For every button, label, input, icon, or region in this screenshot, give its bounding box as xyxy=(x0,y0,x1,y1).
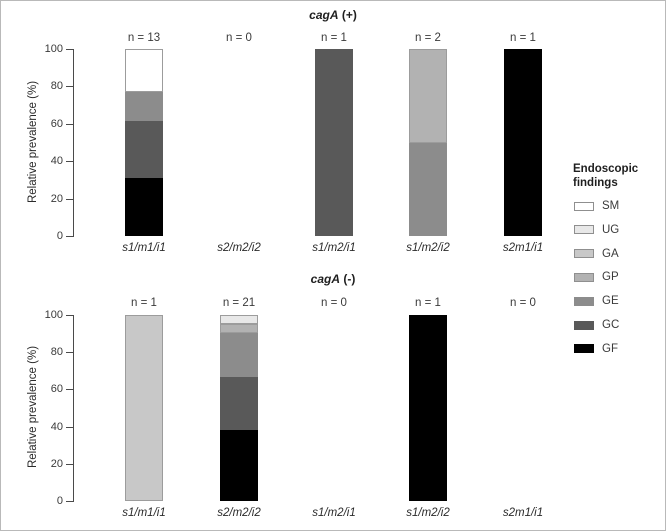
chart-title-gene: cagA xyxy=(310,272,340,286)
y-tick xyxy=(66,463,73,465)
n-count-label: n = 1 xyxy=(321,32,347,44)
legend-item-GP: GP xyxy=(574,269,619,285)
bar-segment-UG xyxy=(220,315,258,324)
legend-label-SM: SM xyxy=(602,200,620,212)
category-label: s2m1/i1 xyxy=(502,507,544,519)
legend-swatch-GF xyxy=(574,344,594,354)
bar-segment-GF xyxy=(504,49,542,236)
legend-label-GF: GF xyxy=(602,342,618,355)
y-tick xyxy=(66,86,73,88)
legend-item-GF: GF xyxy=(574,341,618,357)
y-tick-label: 60 xyxy=(50,383,63,396)
bar-segment-GE xyxy=(409,142,447,236)
legend-item-GC: GC xyxy=(574,317,619,333)
category-label: s1/m1/i1 xyxy=(122,242,166,254)
y-tick-label: 60 xyxy=(50,117,63,130)
n-count-label: n = 0 xyxy=(321,297,347,309)
category-label: s1/m2/i2 xyxy=(406,242,450,254)
y-axis-line xyxy=(73,315,74,502)
n-count-label: n = 2 xyxy=(415,32,441,44)
legend-label-GP: GP xyxy=(602,271,619,284)
legend-label-GE: GE xyxy=(602,295,619,308)
legend-title: Endoscopic findings xyxy=(573,162,638,190)
y-tick-label: 100 xyxy=(44,309,63,321)
y-tick-label: 40 xyxy=(50,420,63,433)
bar-segment-SM xyxy=(125,49,163,93)
y-tick xyxy=(66,236,73,237)
legend-title-line1: Endoscopic xyxy=(573,163,639,175)
legend-label-GA: GA xyxy=(602,247,619,260)
category-label: s2/m2/i2 xyxy=(217,507,261,519)
category-label: s1/m2/i1 xyxy=(312,507,356,519)
legend-swatch-GP xyxy=(574,272,594,282)
legend-item-SM: SM xyxy=(574,198,619,214)
n-count-label: n = 21 xyxy=(222,297,256,309)
legend-label-UG: UG xyxy=(602,223,620,236)
bar-segment-GF xyxy=(125,178,163,236)
y-tick-label: 100 xyxy=(44,43,63,55)
legend-title-line2: findings xyxy=(573,177,618,189)
legend-item-UG: UG xyxy=(574,222,619,238)
chart-title: cagA (-) xyxy=(73,272,593,286)
bar-segment-GE xyxy=(125,92,163,121)
n-count-label: n = 1 xyxy=(415,297,441,309)
y-tick-label: 20 xyxy=(50,457,63,470)
bar-segment-GF xyxy=(220,430,258,501)
bar-segment-GC xyxy=(125,120,163,179)
legend-item-GA: GA xyxy=(574,246,619,262)
y-tick xyxy=(66,198,73,200)
bar-segment-GC xyxy=(315,49,353,236)
y-tick xyxy=(66,161,73,163)
y-tick-label: 0 xyxy=(56,495,63,507)
y-tick xyxy=(66,352,73,354)
chart-title: cagA (+) xyxy=(73,8,593,22)
bar-segment-GP xyxy=(220,323,258,333)
y-tick-label: 20 xyxy=(50,192,63,205)
category-label: s1/m2/i1 xyxy=(312,242,356,254)
n-count-label: n = 0 xyxy=(226,32,252,44)
category-label: s2m1/i1 xyxy=(502,242,544,254)
chart-title-sign: (+) xyxy=(338,8,357,22)
n-count-label: n = 13 xyxy=(127,32,161,44)
category-label: s2/m2/i2 xyxy=(217,242,261,254)
legend-swatch-SM xyxy=(574,201,594,211)
y-tick xyxy=(66,501,73,502)
y-tick xyxy=(66,49,73,50)
chart-title-sign: (-) xyxy=(340,272,356,286)
n-count-label: n = 1 xyxy=(510,32,536,44)
bar-segment-GC xyxy=(220,376,258,431)
y-tick-label: 80 xyxy=(50,346,63,359)
category-label: s1/m1/i1 xyxy=(122,507,166,519)
bar-segment-GA xyxy=(125,315,163,501)
category-label: s1/m2/i2 xyxy=(406,507,450,519)
y-tick xyxy=(66,389,73,391)
legend-item-GE: GE xyxy=(574,293,619,309)
y-tick-label: 0 xyxy=(56,230,63,242)
n-count-label: n = 0 xyxy=(510,297,536,309)
legend-label-GC: GC xyxy=(602,319,620,331)
legend-swatch-GA xyxy=(574,249,594,259)
y-tick xyxy=(66,123,73,125)
legend-swatch-GE xyxy=(574,296,594,306)
bar-segment-GE xyxy=(220,332,258,377)
bar-segment-GP xyxy=(409,49,447,143)
y-tick-label: 40 xyxy=(50,155,63,168)
y-axis-line xyxy=(73,49,74,237)
bar-segment-GF xyxy=(409,315,447,501)
y-tick xyxy=(66,315,73,316)
chart-title-gene: cagA xyxy=(309,8,339,22)
legend-swatch-UG xyxy=(574,225,594,235)
legend-swatch-GC xyxy=(574,320,594,330)
y-tick xyxy=(66,426,73,428)
y-tick-label: 80 xyxy=(50,80,63,93)
n-count-label: n = 1 xyxy=(131,297,157,309)
